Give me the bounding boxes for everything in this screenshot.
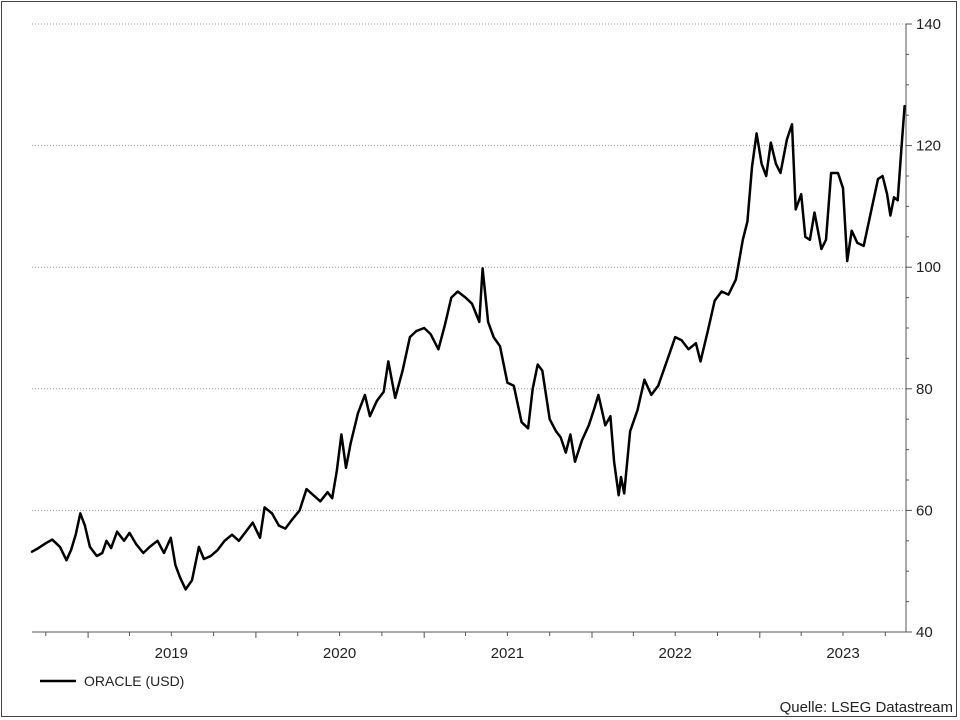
y-tick-label: 120 xyxy=(916,138,941,155)
series-line-oracle xyxy=(30,104,906,591)
legend: ORACLE (USD) xyxy=(40,673,184,689)
legend-label: ORACLE (USD) xyxy=(84,673,184,689)
y-tick-label: 40 xyxy=(916,624,933,641)
axes xyxy=(32,24,907,633)
x-tick-label: 2020 xyxy=(323,645,356,662)
series-layer xyxy=(30,104,906,591)
grid-lines xyxy=(32,23,906,511)
y-tick-label: 100 xyxy=(916,259,941,276)
y-tick-label: 140 xyxy=(916,16,941,33)
x-ticks: 2019 2020 2021 2022 2023 xyxy=(45,632,886,662)
x-tick-label: 2019 xyxy=(155,645,188,662)
x-tick-label: 2021 xyxy=(491,645,524,662)
y-ticks: 40 60 80 100 120 140 xyxy=(906,16,941,641)
y-tick-label: 80 xyxy=(916,381,933,398)
y-tick-label: 60 xyxy=(916,502,933,519)
source-note: Quelle: LSEG Datastream xyxy=(780,699,953,716)
x-tick-label: 2022 xyxy=(659,645,692,662)
x-tick-label: 2023 xyxy=(826,645,859,662)
